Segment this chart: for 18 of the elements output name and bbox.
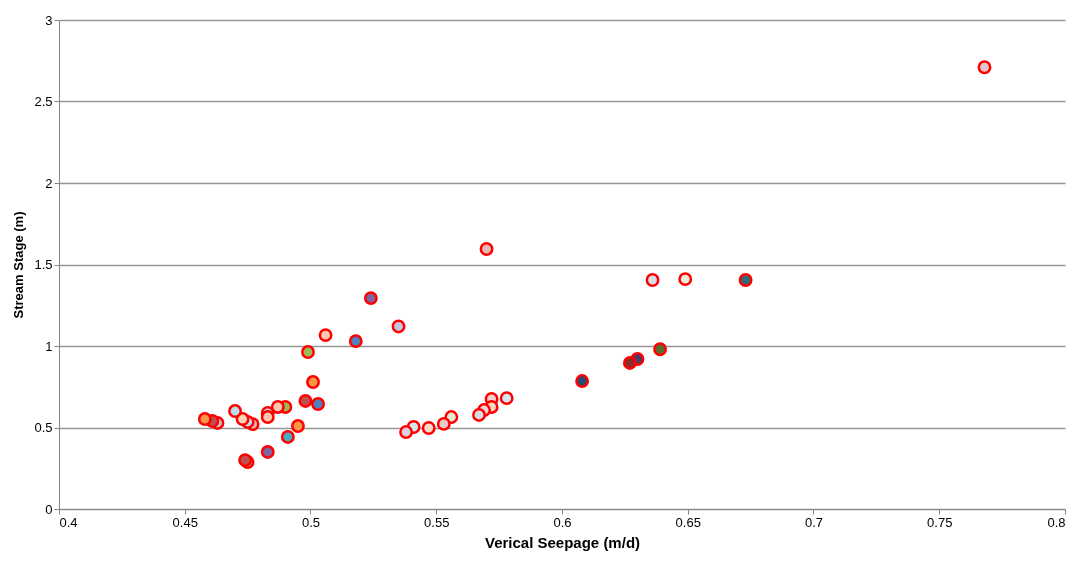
x-tick-label: 0.65 [675,514,701,530]
y-tick-label: 0.5 [34,420,53,435]
y-tick-label: 2 [45,175,53,191]
x-tick-label: 0.55 [424,514,450,530]
x-tick-label: 0.8 [1047,514,1066,530]
x-axis-title: Verical Seepage (m/d) [484,533,641,551]
y-tick-label: 0 [45,501,53,517]
x-tick-label: 0.6 [553,514,572,530]
x-tick-label: 0.5 [301,514,321,530]
y-tick-label: 1.5 [34,257,53,272]
x-tick-label: 0.7 [804,514,824,530]
x-tick-label: 0.45 [172,514,198,530]
y-tick-label: 2.5 [34,94,53,109]
x-tick-label: 0.4 [59,514,78,530]
x-tick-label: 0.75 [927,514,953,530]
y-axis-title: Stream Stage (m) [11,211,27,319]
y-tick-label: 1 [45,338,53,354]
y-tick-label: 3 [45,12,53,28]
